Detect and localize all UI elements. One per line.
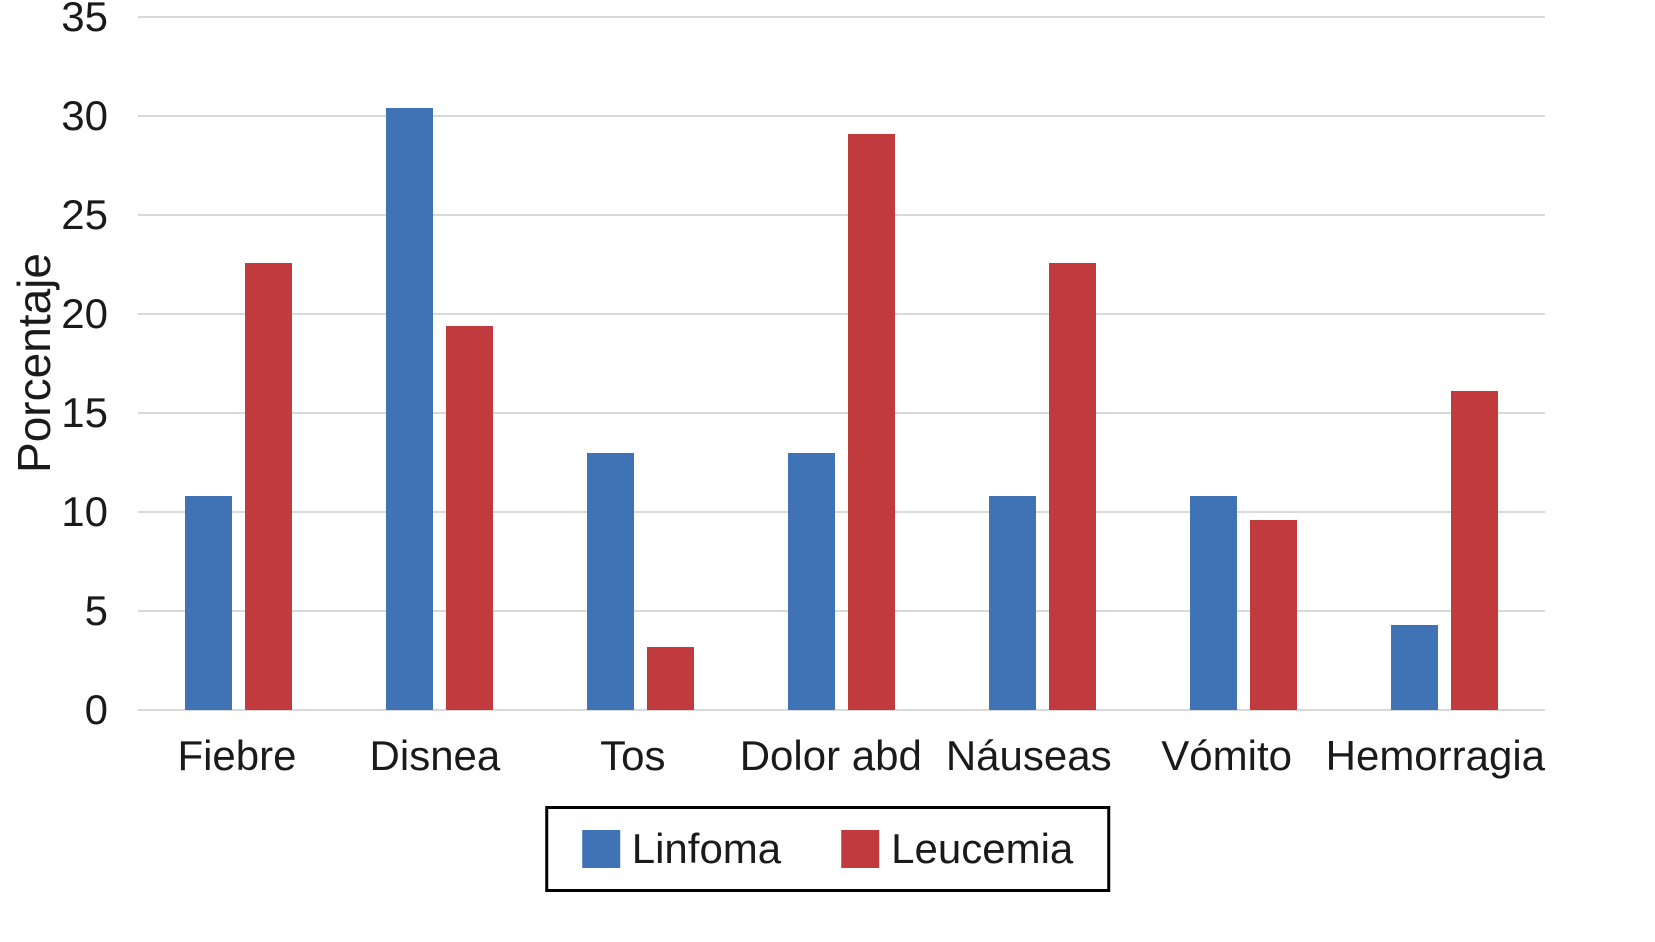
- bar-group-vomito: [1143, 17, 1344, 710]
- x-axis-labels: Fiebre Disnea Tos Dolor abd Náuseas Vómito Hem…: [138, 732, 1545, 780]
- bar-groups: [138, 17, 1545, 710]
- bar-leucemia-fiebre: [245, 262, 292, 710]
- y-tick-label-15: 15: [61, 389, 108, 436]
- x-tick-label-tos: Tos: [600, 732, 666, 779]
- y-tick-label-5: 5: [84, 587, 108, 634]
- x-tick-label-fiebre: Fiebre: [177, 732, 297, 779]
- bar-linfoma-nauseas: [989, 496, 1036, 710]
- leucemia-color-swatch: [841, 830, 880, 868]
- bar-linfoma-dolor-abd: [788, 452, 835, 710]
- bar-leucemia-tos: [647, 646, 694, 710]
- bar-group-tos: [540, 17, 741, 710]
- bar-group-nauseas: [942, 17, 1143, 710]
- linfoma-color-swatch: [581, 830, 620, 868]
- gridline: [138, 709, 1545, 711]
- y-tick-label-25: 25: [61, 191, 108, 238]
- x-tick-label-vomito: Vómito: [1161, 732, 1293, 779]
- bar-leucemia-disnea: [446, 325, 493, 710]
- gridline: [138, 313, 1545, 316]
- bar-group-disnea: [339, 17, 540, 710]
- gridline: [138, 16, 1545, 18]
- gridline: [138, 115, 1545, 117]
- y-axis-ticks: 0 5 10 15 20 25 30 35: [0, 0, 124, 731]
- gridline: [138, 412, 1545, 414]
- y-tick-label-0: 0: [84, 686, 108, 733]
- gridline: [138, 511, 1545, 514]
- legend-label-leucemia: Leucemia: [891, 825, 1074, 872]
- x-tick-label-dolor-abd: Dolor abd: [739, 732, 922, 779]
- bar-leucemia-nauseas: [1049, 262, 1096, 710]
- y-tick-label-20: 20: [61, 290, 108, 337]
- gridline: [138, 214, 1545, 216]
- x-tick-label-nauseas: Náuseas: [945, 732, 1112, 779]
- bar-linfoma-tos: [587, 452, 634, 710]
- x-tick-label-disnea: Disnea: [369, 732, 501, 779]
- bar-group-dolor-abd: [741, 17, 942, 710]
- bar-linfoma-vomito: [1190, 496, 1237, 710]
- legend-item-leucemia: Leucemia: [841, 825, 1073, 873]
- bar-linfoma-fiebre: [185, 496, 232, 710]
- y-tick-label-30: 30: [61, 92, 108, 139]
- y-tick-label-10: 10: [61, 488, 108, 535]
- plot-area: [138, 16, 1545, 711]
- gridline: [138, 610, 1545, 613]
- bar-leucemia-hemorragia: [1451, 391, 1498, 710]
- bar-linfoma-disnea: [386, 108, 433, 710]
- bar-leucemia-vomito: [1250, 519, 1297, 710]
- legend-item-linfoma: Linfoma: [581, 825, 782, 873]
- bar-group-fiebre: [138, 17, 339, 710]
- bar-linfoma-hemorragia: [1391, 624, 1438, 710]
- bar-group-hemorragia: [1344, 17, 1545, 710]
- legend: Linfoma Leucemia: [544, 806, 1111, 892]
- x-tick-label-hemorragia: Hemorragia: [1325, 732, 1546, 779]
- bar-leucemia-dolor-abd: [848, 133, 895, 710]
- y-tick-label-35: 35: [61, 0, 108, 40]
- legend-label-linfoma: Linfoma: [631, 825, 782, 872]
